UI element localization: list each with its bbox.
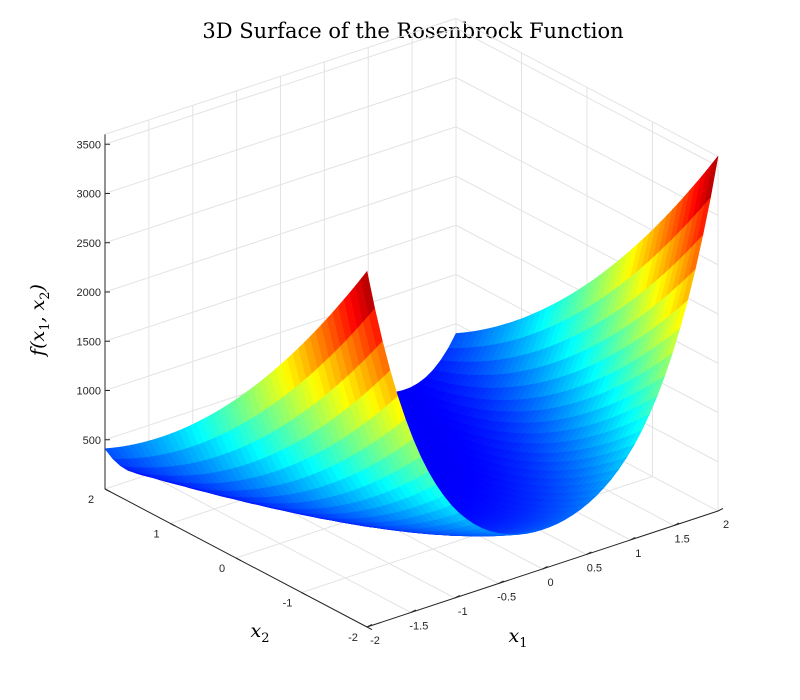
x1-tick-label: -2 [370, 635, 380, 647]
chart-title: 3D Surface of the Rosenbrock Function [202, 19, 623, 43]
x1-tick-label: 0 [547, 577, 553, 589]
x2-tick-label: 1 [153, 529, 159, 541]
x1-tick [454, 594, 460, 599]
x1-tick [586, 551, 592, 555]
x1-tick [673, 522, 680, 526]
grid-line [104, 27, 457, 145]
x1-tick [366, 623, 373, 628]
grid-line [455, 17, 719, 157]
x2-tick-label: -1 [283, 598, 293, 610]
x2-tick [170, 523, 176, 527]
z-tick-label: 500 [83, 435, 101, 447]
x2-tick [366, 626, 373, 631]
x2-tick-label: 0 [219, 563, 225, 575]
z-tick-label: 2000 [77, 287, 101, 299]
x1-tick [498, 580, 504, 584]
z-tick-label: 3500 [77, 139, 101, 151]
z-tick-label: 1000 [77, 386, 101, 398]
z-tick-label: 3000 [77, 189, 101, 201]
tick-labels: -2-1.5-1-0.500.511.52-2-1012500100015002… [77, 139, 730, 647]
z-tick-label: 1500 [77, 336, 101, 348]
x1-tick [542, 565, 548, 570]
grid-line [104, 175, 457, 293]
grid-line [104, 17, 457, 135]
x2-tick [104, 488, 111, 493]
x1-tick-label: 1.5 [674, 534, 689, 546]
x1-tick-label: -1.5 [409, 621, 428, 633]
surface-patch [360, 270, 375, 316]
x1-tick-label: -0.5 [497, 592, 516, 604]
x2-axis-label: x2 [251, 620, 270, 646]
grid-line [104, 224, 457, 342]
grid-line [455, 27, 719, 167]
grid-line [455, 77, 719, 216]
x1-axis-label: x1 [509, 625, 528, 651]
grid-line [104, 274, 457, 391]
grid-line [104, 126, 457, 244]
x2-tick-label: -2 [348, 632, 358, 644]
x1-tick-label: 0.5 [587, 563, 602, 575]
z-axis-label: f(x1, x2) [27, 284, 53, 358]
x1-tick-label: 1 [635, 548, 641, 560]
x2-tick [301, 592, 307, 596]
x1-tick [717, 507, 724, 512]
x1-tick [630, 536, 636, 541]
x2-tick-label: 2 [88, 494, 94, 506]
x1-tick-label: -1 [458, 606, 468, 618]
x2-tick [235, 557, 242, 562]
x1-tick [410, 609, 417, 613]
grid-line [104, 77, 457, 194]
surface-plot [104, 156, 719, 537]
x1-tick-label: 2 [723, 519, 729, 531]
z-tick-label: 2500 [77, 238, 101, 250]
